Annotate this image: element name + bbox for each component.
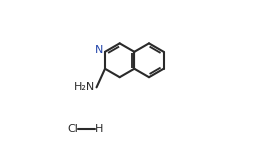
Text: H₂N: H₂N	[74, 82, 95, 92]
Text: N: N	[95, 45, 103, 55]
Text: H: H	[95, 124, 103, 134]
Text: Cl: Cl	[67, 124, 78, 134]
